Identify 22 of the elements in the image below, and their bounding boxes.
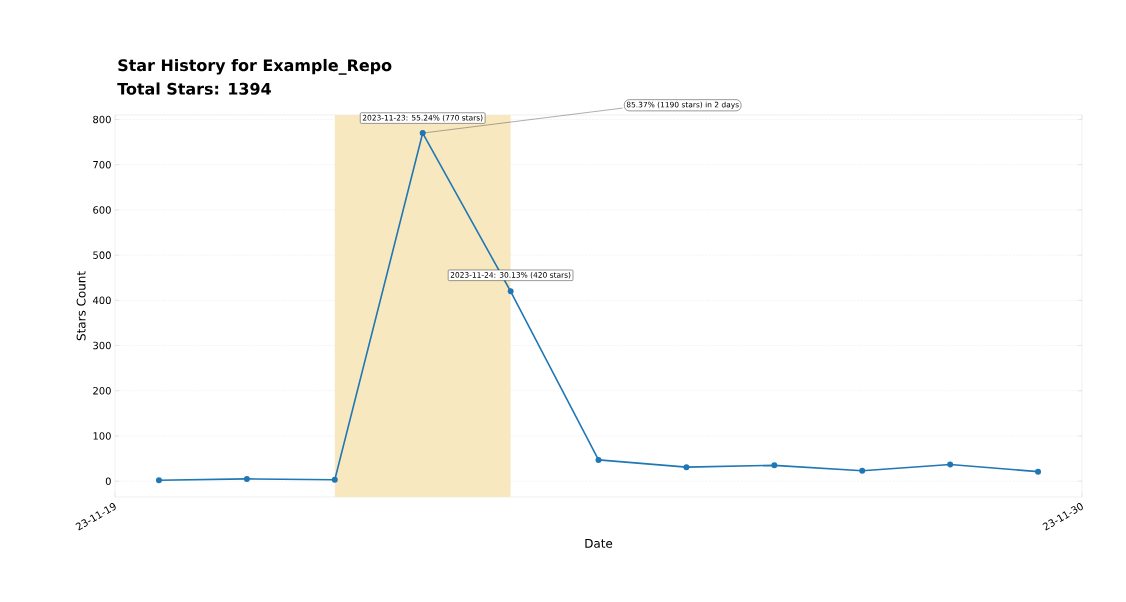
point <box>155 477 162 484</box>
y-tick-label: 700 <box>93 160 111 169</box>
chart-subtitle: Total Stars: 1394 <box>117 82 271 95</box>
y-tick-label: 100 <box>93 432 111 440</box>
chart-title: Star History for Example_Repo <box>118 58 392 75</box>
y-axis-title: Stars Count <box>76 271 86 341</box>
y-tick-label: 200 <box>93 386 111 395</box>
point <box>771 462 778 469</box>
point <box>859 467 866 474</box>
point <box>683 464 690 471</box>
y-tick-label: 800 <box>93 115 111 124</box>
y-tick-label: 400 <box>92 296 111 305</box>
y-tick-label: 0 <box>105 477 111 485</box>
x-axis-title: Date <box>585 538 613 548</box>
point <box>331 476 338 483</box>
y-tick-label: 500 <box>93 251 111 259</box>
point <box>243 475 250 482</box>
y-tick-label: 600 <box>93 206 111 214</box>
point <box>595 456 602 463</box>
point <box>947 461 954 468</box>
point <box>1035 468 1042 475</box>
y-tick-label: 300 <box>93 341 111 350</box>
